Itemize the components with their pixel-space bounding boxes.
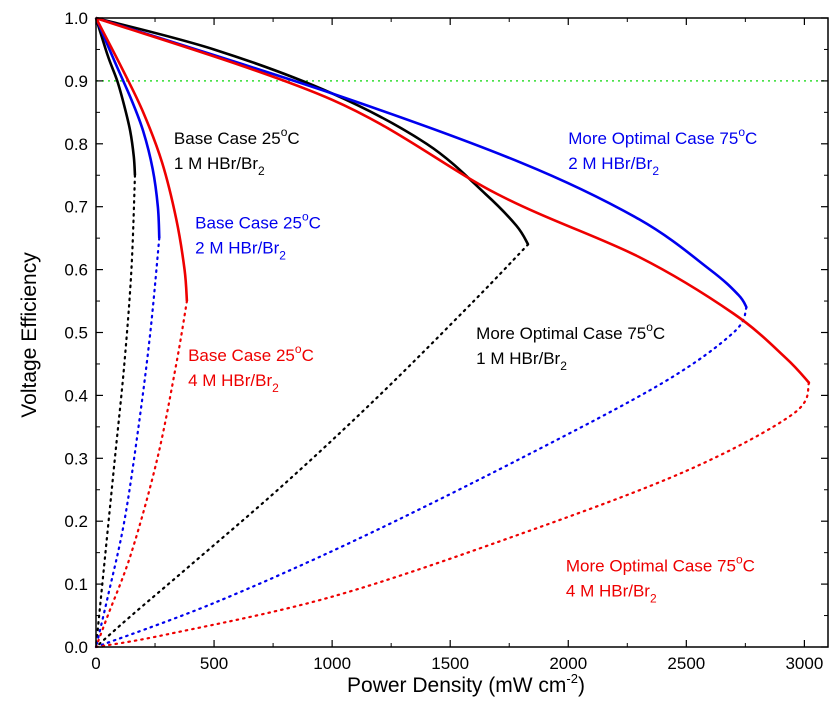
x-tick-label: 500 — [200, 654, 228, 673]
series-0-solid-line — [94, 17, 137, 176]
y-tick-label: 1.0 — [64, 9, 88, 28]
x-tick-label: 1000 — [313, 654, 351, 673]
y-tick-label: 0.4 — [64, 386, 88, 405]
annotation-layer: Base Case 25oC 1 M HBr/Br2 Base Case 25oC 2… — [174, 125, 757, 606]
annotation-0-line2: 1 M HBr/Br2 — [174, 154, 265, 178]
x-tick-label: 0 — [91, 654, 100, 673]
series-5-dotted-line — [94, 381, 811, 649]
y-tick-label: 0.0 — [64, 638, 88, 657]
y-tick-label: 0.9 — [64, 72, 88, 91]
annotation-1-line2: 2 M HBr/Br2 — [195, 239, 286, 263]
y-tick-label: 0.1 — [64, 575, 88, 594]
series-3-solid-line — [95, 16, 530, 246]
x-axis-title-end: ) — [578, 674, 585, 697]
series-4-dotted-line — [94, 306, 748, 649]
annotation-5-line1: More Optimal Case 75oC — [566, 553, 755, 576]
annotation-0-line1: Base Case 25oC — [174, 125, 300, 148]
series-3-dotted-line — [94, 243, 530, 649]
series-4-solid-line — [95, 16, 748, 309]
y-tick-label: 0.2 — [64, 512, 88, 531]
x-tick-label: 3000 — [785, 654, 823, 673]
annotation-5-line2: 4 M HBr/Br2 — [566, 582, 657, 606]
series-1-dotted-line — [94, 237, 161, 649]
y-tick-label: 0.3 — [64, 449, 88, 468]
annotation-4-line2: 2 M HBr/Br2 — [568, 154, 659, 178]
x-axis-title-sup: -2 — [566, 671, 578, 686]
y-axis-title: Voltage Efficiency — [18, 252, 41, 418]
y-tick-label: 0.6 — [64, 261, 88, 280]
annotation-3-line2: 1 M HBr/Br2 — [476, 349, 567, 373]
series-2-solid-line — [94, 17, 189, 302]
x-axis-title: Power Density (mW cm-2) — [347, 671, 585, 697]
series-2-dotted-line — [94, 299, 189, 649]
x-axis-title-main: Power Density (mW cm — [347, 674, 566, 697]
y-tick-label: 0.5 — [64, 324, 88, 343]
x-tick-label: 2500 — [667, 654, 705, 673]
annotation-4-line1: More Optimal Case 75oC — [568, 125, 757, 148]
x-tick-label: 1500 — [431, 654, 469, 673]
x-tick-label: 2000 — [549, 654, 587, 673]
series-0-dotted-line — [94, 174, 137, 649]
annotation-2-line2: 4 M HBr/Br2 — [188, 371, 279, 395]
series-5-solid-line — [95, 16, 811, 384]
tick-layer: 0 500 1000 1500 2000 2500 3000 0.0 0.1 0.2 0.3 0.4 0… — [64, 9, 828, 673]
y-tick-label: 0.8 — [64, 135, 88, 154]
series-layer — [94, 16, 811, 649]
y-tick-label: 0.7 — [64, 198, 88, 217]
plot-frame — [95, 17, 829, 648]
series-1-solid-line — [94, 17, 161, 239]
annotation-3-line1: More Optimal Case 75oC — [476, 320, 665, 343]
annotation-2-line1: Base Case 25oC — [188, 342, 314, 365]
annotation-1-line1: Base Case 25oC — [195, 210, 321, 233]
